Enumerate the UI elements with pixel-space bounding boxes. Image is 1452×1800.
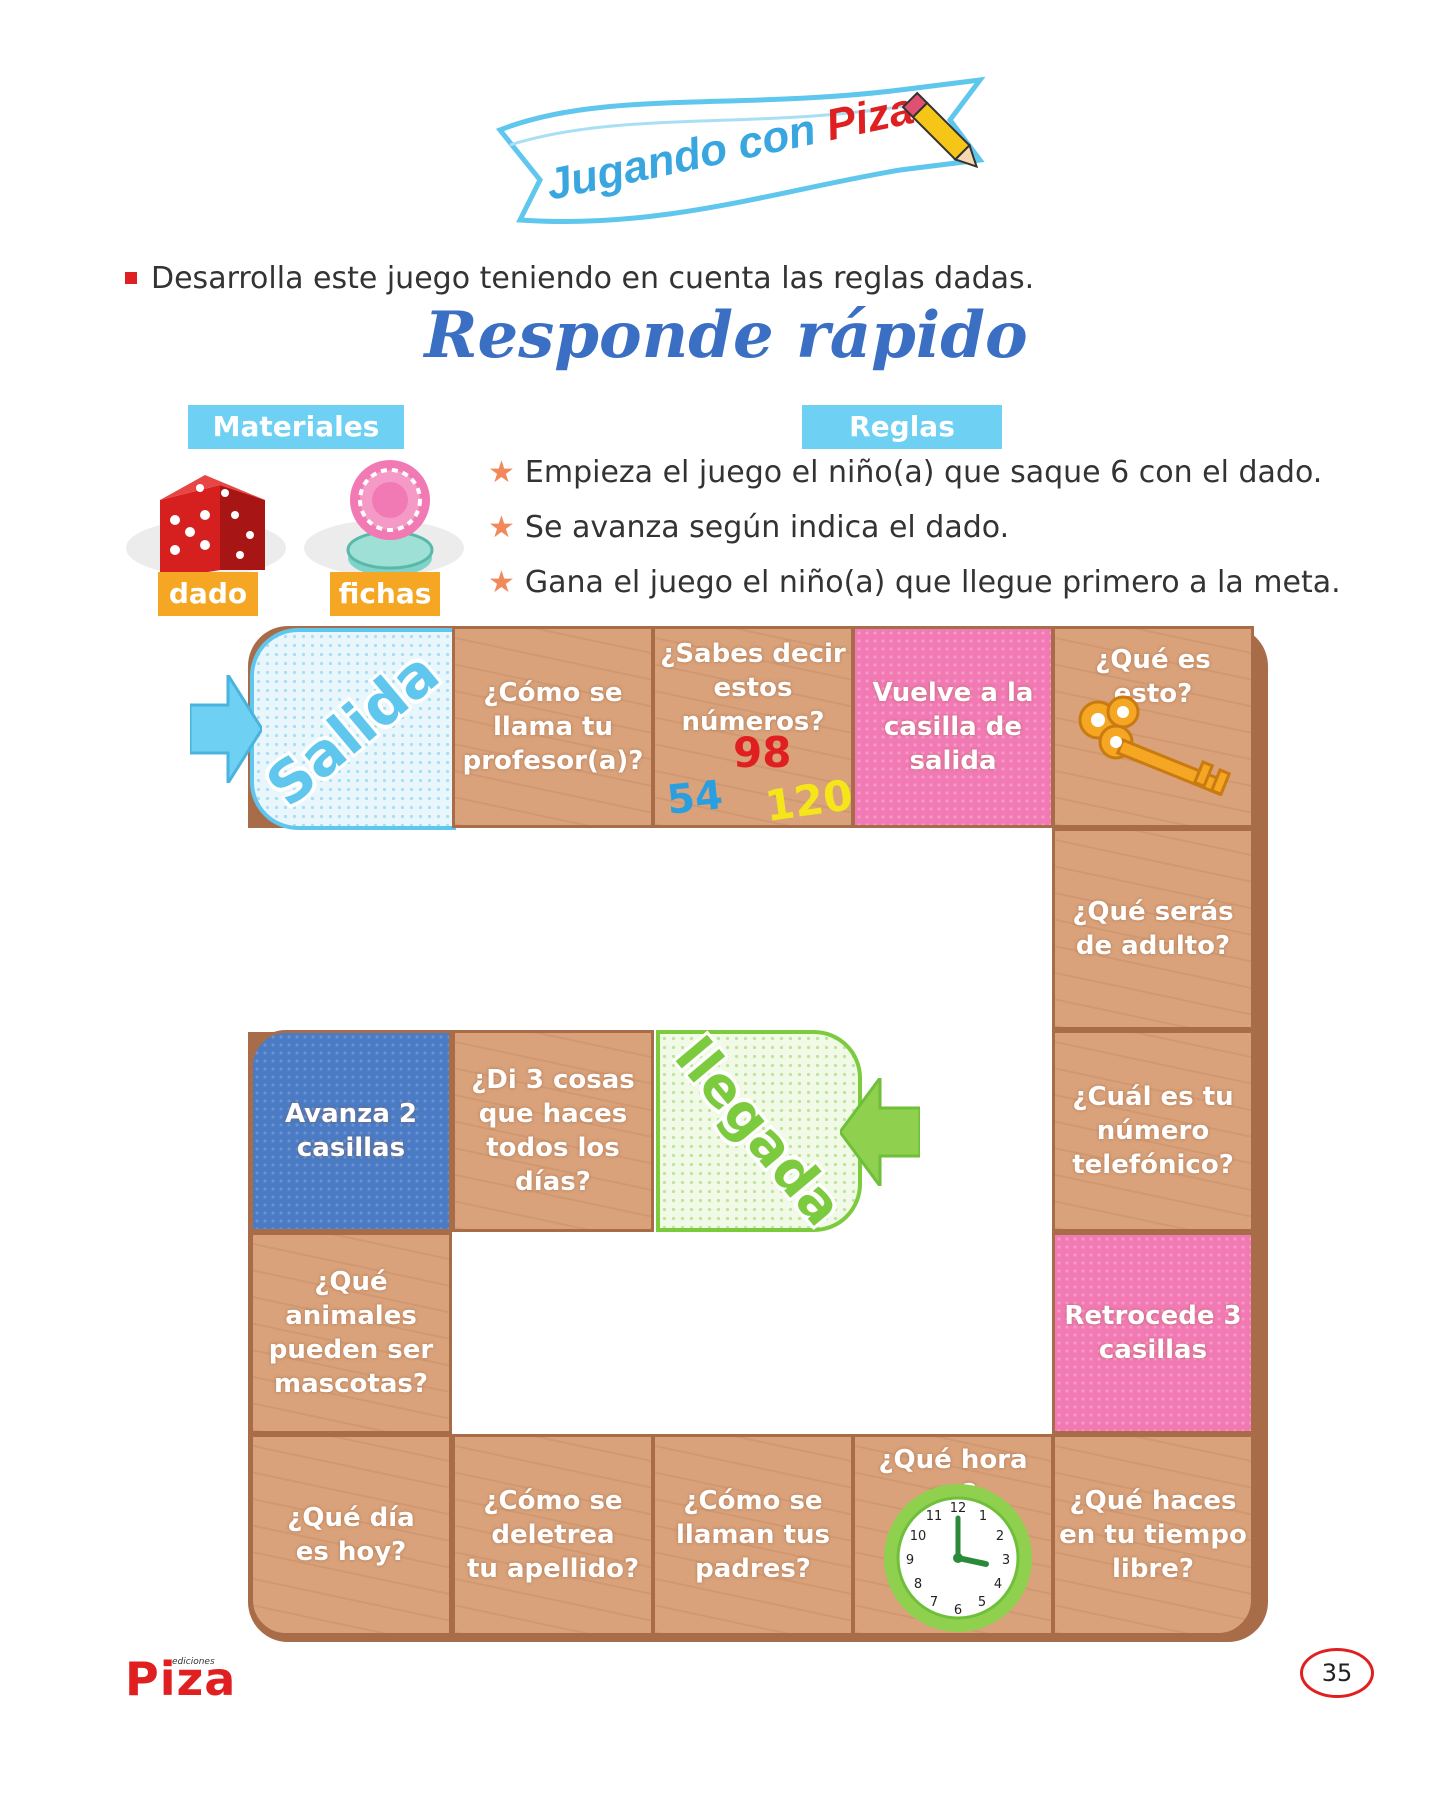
- board-cell: ¿Qué animales pueden ser mascotas?: [250, 1232, 452, 1434]
- dice-icon: [160, 475, 265, 580]
- material-chips-label: fichas: [330, 572, 440, 616]
- star-icon: ★: [488, 510, 515, 545]
- start-cell: [250, 628, 456, 830]
- board-gap-left: [248, 828, 452, 1032]
- clock-number: 3: [1002, 1553, 1010, 1568]
- board-cell-special: Retrocede 3 casillas: [1052, 1232, 1254, 1434]
- brand-small: ediciones: [172, 1657, 215, 1667]
- board-cell: ¿Qué haces en tu tiempo libre?: [1052, 1434, 1254, 1636]
- rule-text: Se avanza según indica el dado.: [524, 510, 1010, 545]
- clock-number: 9: [906, 1553, 914, 1568]
- board-cell: ¿Qué día es hoy?: [250, 1434, 452, 1636]
- board-cell: ¿Sabes decir estos números?: [652, 626, 854, 828]
- arrow-left-icon: [840, 1078, 920, 1186]
- clock-number: 2: [996, 1529, 1004, 1544]
- clock-number: 12: [950, 1501, 967, 1516]
- board-cell: ¿Cómo se llama tu profesor(a)?: [452, 626, 654, 828]
- instruction-text: Desarrolla este juego teniendo en cuenta…: [151, 260, 1035, 296]
- page-title: Responde rápido: [424, 298, 1028, 373]
- material-dice-label: dado: [158, 572, 258, 616]
- clock-number: 10: [910, 1529, 927, 1544]
- finish-label: llegada: [662, 1025, 856, 1237]
- key-icon: [1078, 695, 1232, 797]
- board-gap-bottom: [450, 1232, 1060, 1434]
- rule-item: ★ Empieza el juego el niño(a) que saque …: [488, 455, 1388, 490]
- star-icon: ★: [488, 455, 515, 490]
- clock-number: 7: [930, 1595, 938, 1610]
- board-cell: ¿Cómo se llaman tus padres?: [652, 1434, 854, 1636]
- clock-number: 5: [978, 1595, 986, 1610]
- brand-logo: Piza: [125, 1652, 237, 1706]
- board-cell: ¿Cómo se deletrea tu apellido?: [452, 1434, 654, 1636]
- title-banner: Jugando con Piza: [480, 50, 1000, 250]
- pencil-icon: [901, 91, 979, 169]
- clock-number: 11: [926, 1509, 943, 1524]
- clock-number: 6: [954, 1603, 962, 1618]
- clock-icon: 12 1 2 3 4 5 6 7 8 9 10 11: [884, 1484, 1032, 1632]
- start-label: Salida: [254, 638, 452, 820]
- finish-cell: [656, 1030, 862, 1232]
- rule-text: Empieza el juego el niño(a) que saque 6 …: [524, 455, 1323, 490]
- instruction: Desarrolla este juego teniendo en cuenta…: [125, 258, 1225, 298]
- rule-item: ★ Gana el juego el niño(a) que llegue pr…: [488, 565, 1388, 600]
- rule-item: ★ Se avanza según indica el dado.: [488, 510, 1388, 545]
- page-number: 35: [1300, 1648, 1374, 1698]
- star-icon: ★: [488, 565, 515, 600]
- board-cell-special: Vuelve a la casilla de salida: [852, 626, 1054, 828]
- materials-label: Materiales: [188, 405, 404, 449]
- ribbon-icon: Jugando con Piza: [495, 76, 986, 225]
- clock-number: 1: [979, 1509, 987, 1524]
- board-gap-top: [450, 828, 1060, 1032]
- number-98: 98: [733, 728, 792, 777]
- board-cell-special: Avanza 2 casillas: [250, 1030, 452, 1232]
- clock-number: 8: [914, 1577, 922, 1592]
- bullet-icon: [125, 272, 137, 284]
- rules-label: Reglas: [802, 405, 1002, 449]
- rule-text: Gana el juego el niño(a) que llegue prim…: [524, 565, 1341, 600]
- board-cell: ¿Di 3 cosas que haces todos los días?: [452, 1030, 654, 1232]
- number-54: 54: [664, 772, 725, 824]
- board-cell: ¿Cuál es tu número telefónico?: [1052, 1030, 1254, 1232]
- clock-number: 4: [994, 1577, 1002, 1592]
- arrow-right-icon: [190, 675, 262, 783]
- chips-icon: [346, 460, 434, 576]
- board-cell: ¿Qué serás de adulto?: [1052, 828, 1254, 1030]
